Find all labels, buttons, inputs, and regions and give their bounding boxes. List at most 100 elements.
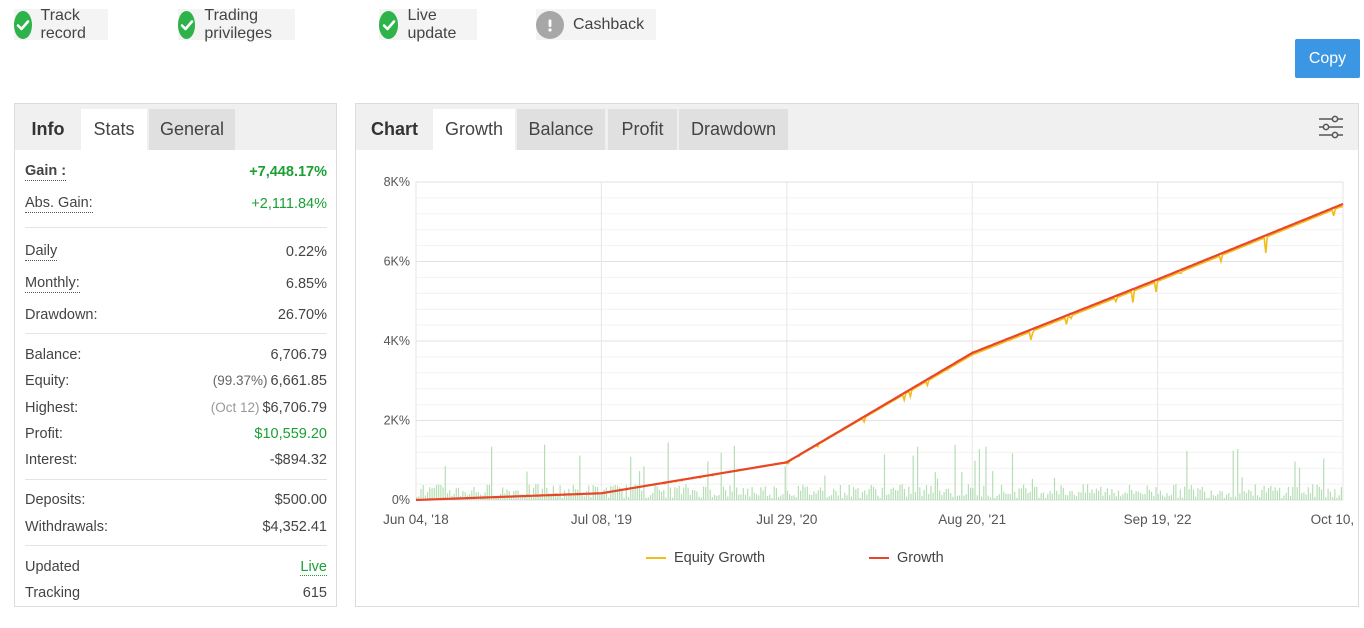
volume-bar: [678, 485, 680, 500]
volume-bar: [1201, 486, 1203, 500]
volume-bar: [627, 497, 630, 500]
legend-equity-growth[interactable]: Equity Growth: [646, 548, 765, 568]
volume-bar: [1058, 494, 1060, 500]
volume-bar: [1237, 449, 1239, 500]
volume-bar: [663, 489, 665, 500]
volume-bar: [903, 488, 905, 500]
volume-bar: [1029, 491, 1031, 500]
stat-label[interactable]: Gain :: [25, 163, 67, 181]
volume-bar: [1272, 490, 1274, 500]
volume-bar: [1042, 492, 1044, 500]
volume-bar: [1234, 496, 1237, 500]
volume-bar: [1122, 494, 1124, 500]
volume-bar: [561, 497, 563, 500]
volume-bar: [1162, 495, 1164, 500]
volume-bar: [846, 495, 848, 500]
volume-bar: [952, 496, 954, 500]
volume-bar: [1188, 489, 1190, 500]
volume-bar: [1177, 497, 1179, 500]
tab-stats[interactable]: Stats: [81, 109, 147, 150]
volume-bar: [491, 446, 493, 500]
volume-bar: [853, 487, 855, 500]
volume-bar: [1276, 490, 1278, 500]
volume-bar: [1000, 484, 1003, 500]
volume-bar: [539, 496, 541, 500]
volume-bar: [769, 494, 771, 500]
volume-bar: [881, 487, 883, 500]
volume-bar: [1204, 491, 1206, 500]
volume-bar: [839, 485, 841, 500]
stat-label[interactable]: Monthly:: [25, 275, 80, 293]
volume-bar: [822, 490, 824, 500]
volume-bar: [1157, 494, 1159, 500]
volume-bar: [1173, 485, 1175, 500]
volume-bar: [1212, 495, 1214, 500]
volume-bar: [742, 488, 744, 500]
volume-bar: [824, 475, 826, 500]
volume-bar: [641, 490, 643, 500]
volume-bar: [747, 488, 749, 500]
volume-bar: [976, 495, 978, 500]
volume-bar: [956, 495, 958, 500]
volume-bar: [1113, 492, 1115, 500]
copy-button[interactable]: Copy: [1295, 39, 1360, 78]
divider: [25, 333, 327, 334]
volume-bar: [616, 485, 619, 500]
volume-bar: [959, 495, 961, 500]
volume-bar: [484, 492, 486, 500]
volume-bar: [842, 498, 844, 500]
stat-value-group: (Oct 12) $6,706.79: [211, 400, 327, 416]
volume-bar: [1219, 490, 1221, 500]
volume-bar: [813, 491, 815, 500]
volume-bar: [1301, 493, 1303, 500]
volume-bar: [718, 495, 720, 500]
stat-label[interactable]: Abs. Gain:: [25, 195, 93, 213]
stat-value: 0.22%: [285, 244, 327, 260]
volume-bar: [555, 493, 557, 500]
volume-bar: [1109, 495, 1111, 500]
stat-gain: Gain : +7,448.17%: [25, 159, 327, 185]
volume-bar: [424, 495, 426, 500]
volume-bar: [857, 487, 859, 500]
tab-info[interactable]: Info: [31, 119, 65, 139]
volume-bar: [1144, 494, 1146, 500]
volume-bar: [1106, 488, 1108, 500]
stat-equity: Equity: (99.37%) 6,661.85: [25, 368, 327, 394]
volume-bar: [1084, 492, 1086, 500]
volume-bar: [941, 495, 943, 500]
legend-growth[interactable]: Growth: [869, 548, 944, 568]
volume-bar: [1283, 495, 1285, 500]
tab-profit[interactable]: Profit: [608, 109, 677, 150]
volume-bar: [797, 486, 799, 500]
tab-growth[interactable]: Growth: [433, 109, 515, 150]
stat-value: +2,111.84%: [251, 196, 327, 212]
volume-bar: [917, 446, 919, 500]
volume-bar: [906, 496, 908, 500]
x-tick-label: Sep 19, '22: [1124, 512, 1192, 527]
badge-live-update: Live update: [379, 7, 477, 42]
tab-drawdown[interactable]: Drawdown: [679, 109, 788, 150]
volume-bar: [636, 485, 638, 500]
volume-bar: [674, 487, 676, 500]
volume-bar: [967, 484, 969, 500]
y-tick-label: 4K%: [384, 334, 410, 348]
y-tick-label: 8K%: [384, 175, 410, 189]
stats-tabbar: Info Stats General: [15, 104, 336, 150]
tab-balance[interactable]: Balance: [517, 109, 605, 150]
tab-chart[interactable]: Chart: [370, 119, 418, 139]
stat-label[interactable]: Daily: [25, 243, 58, 261]
volume-bar: [819, 487, 822, 500]
volume-bar: [848, 485, 850, 500]
volume-bar: [780, 495, 782, 500]
volume-bar: [826, 497, 828, 500]
volume-bar: [1305, 494, 1307, 500]
stat-value[interactable]: Live: [300, 558, 327, 576]
volume-bar: [1071, 491, 1073, 500]
chart-settings-icon[interactable]: [1318, 115, 1344, 144]
tab-general[interactable]: General: [149, 109, 235, 150]
volume-bar: [462, 490, 464, 500]
volume-bar: [877, 495, 879, 500]
divider: [25, 545, 327, 546]
volume-bar: [733, 445, 735, 500]
volume-bar: [528, 484, 530, 500]
